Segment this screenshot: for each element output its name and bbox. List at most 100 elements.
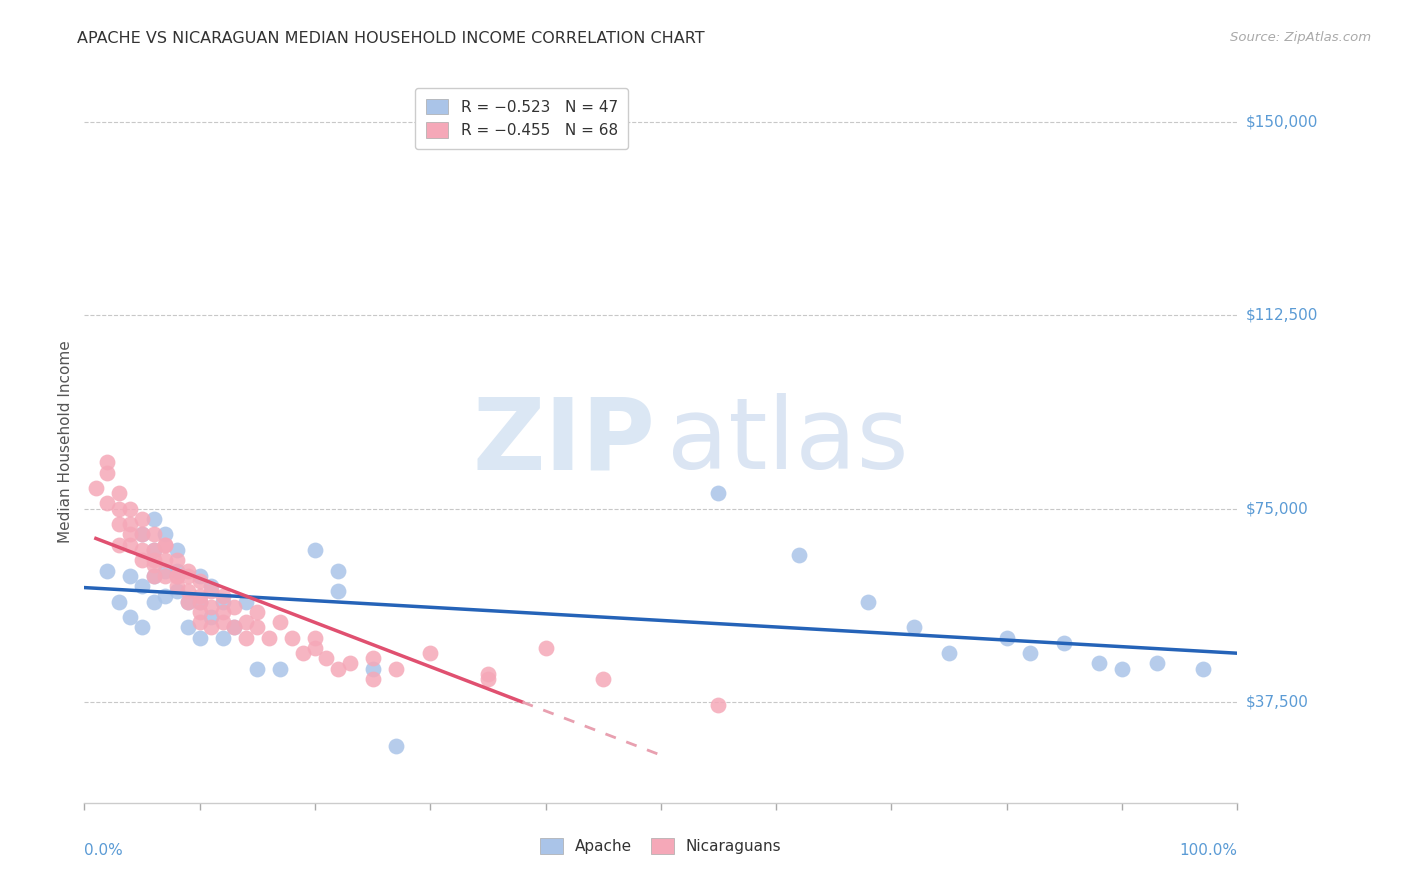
Point xyxy=(108,538,131,552)
Point xyxy=(177,568,200,582)
Point xyxy=(188,568,211,582)
Point xyxy=(292,646,315,660)
Point xyxy=(177,594,200,608)
Point xyxy=(96,496,118,510)
Point xyxy=(96,466,118,480)
Point xyxy=(200,584,222,599)
Point xyxy=(858,594,880,608)
Point xyxy=(108,486,131,500)
Point xyxy=(120,538,142,552)
Point xyxy=(142,512,165,526)
Point xyxy=(153,538,176,552)
Point xyxy=(200,610,222,624)
Point xyxy=(177,564,200,578)
Point xyxy=(269,615,291,630)
Point xyxy=(108,501,131,516)
Text: atlas: atlas xyxy=(666,393,908,490)
Point xyxy=(995,631,1018,645)
Point xyxy=(142,527,165,541)
Point xyxy=(120,568,142,582)
Text: 100.0%: 100.0% xyxy=(1180,843,1237,857)
Point xyxy=(707,486,730,500)
Point xyxy=(153,564,176,578)
Point xyxy=(211,631,233,645)
Point xyxy=(166,584,188,599)
Point xyxy=(131,620,153,634)
Point xyxy=(200,599,222,614)
Point xyxy=(339,657,361,671)
Text: 0.0%: 0.0% xyxy=(84,843,124,857)
Point xyxy=(361,651,384,665)
Point xyxy=(120,517,142,532)
Point xyxy=(166,542,188,557)
Point xyxy=(938,646,960,660)
Point xyxy=(131,527,153,541)
Point xyxy=(153,527,176,541)
Point xyxy=(177,584,200,599)
Point xyxy=(153,568,176,582)
Point xyxy=(477,666,499,681)
Point xyxy=(200,620,222,634)
Point xyxy=(235,631,257,645)
Point xyxy=(142,594,165,608)
Point xyxy=(153,590,176,604)
Point xyxy=(211,590,233,604)
Point xyxy=(142,542,165,557)
Point xyxy=(315,651,337,665)
Point xyxy=(131,542,153,557)
Point xyxy=(787,548,810,562)
Point xyxy=(304,542,326,557)
Point xyxy=(534,640,557,655)
Point xyxy=(96,564,118,578)
Point xyxy=(211,605,233,619)
Point xyxy=(142,542,165,557)
Point xyxy=(211,594,233,608)
Point xyxy=(108,517,131,532)
Point xyxy=(1018,646,1040,660)
Point xyxy=(142,568,165,582)
Text: ZIP: ZIP xyxy=(472,393,655,490)
Point xyxy=(166,579,188,593)
Point xyxy=(281,631,304,645)
Point xyxy=(120,527,142,541)
Text: $150,000: $150,000 xyxy=(1246,114,1317,129)
Point xyxy=(707,698,730,712)
Point xyxy=(84,481,107,495)
Point xyxy=(326,662,349,676)
Text: APACHE VS NICARAGUAN MEDIAN HOUSEHOLD INCOME CORRELATION CHART: APACHE VS NICARAGUAN MEDIAN HOUSEHOLD IN… xyxy=(77,31,704,46)
Point xyxy=(1053,636,1076,650)
Point xyxy=(384,739,406,753)
Point xyxy=(235,594,257,608)
Point xyxy=(246,605,269,619)
Point xyxy=(188,594,211,608)
Point xyxy=(166,564,188,578)
Point xyxy=(131,579,153,593)
Point xyxy=(326,584,349,599)
Point xyxy=(235,615,257,630)
Point xyxy=(1111,662,1133,676)
Point xyxy=(108,594,131,608)
Point xyxy=(166,568,188,582)
Point xyxy=(1146,657,1168,671)
Point xyxy=(269,662,291,676)
Point xyxy=(96,455,118,469)
Point xyxy=(211,615,233,630)
Point xyxy=(903,620,925,634)
Point xyxy=(361,672,384,686)
Point xyxy=(384,662,406,676)
Point xyxy=(246,620,269,634)
Point xyxy=(153,538,176,552)
Point xyxy=(224,620,246,634)
Point xyxy=(326,564,349,578)
Point xyxy=(419,646,441,660)
Point xyxy=(131,527,153,541)
Point xyxy=(224,620,246,634)
Y-axis label: Median Household Income: Median Household Income xyxy=(58,340,73,543)
Point xyxy=(142,568,165,582)
Point xyxy=(304,640,326,655)
Point xyxy=(477,672,499,686)
Point xyxy=(166,553,188,567)
Legend: Apache, Nicaraguans: Apache, Nicaraguans xyxy=(534,832,787,860)
Point xyxy=(188,590,211,604)
Point xyxy=(592,672,614,686)
